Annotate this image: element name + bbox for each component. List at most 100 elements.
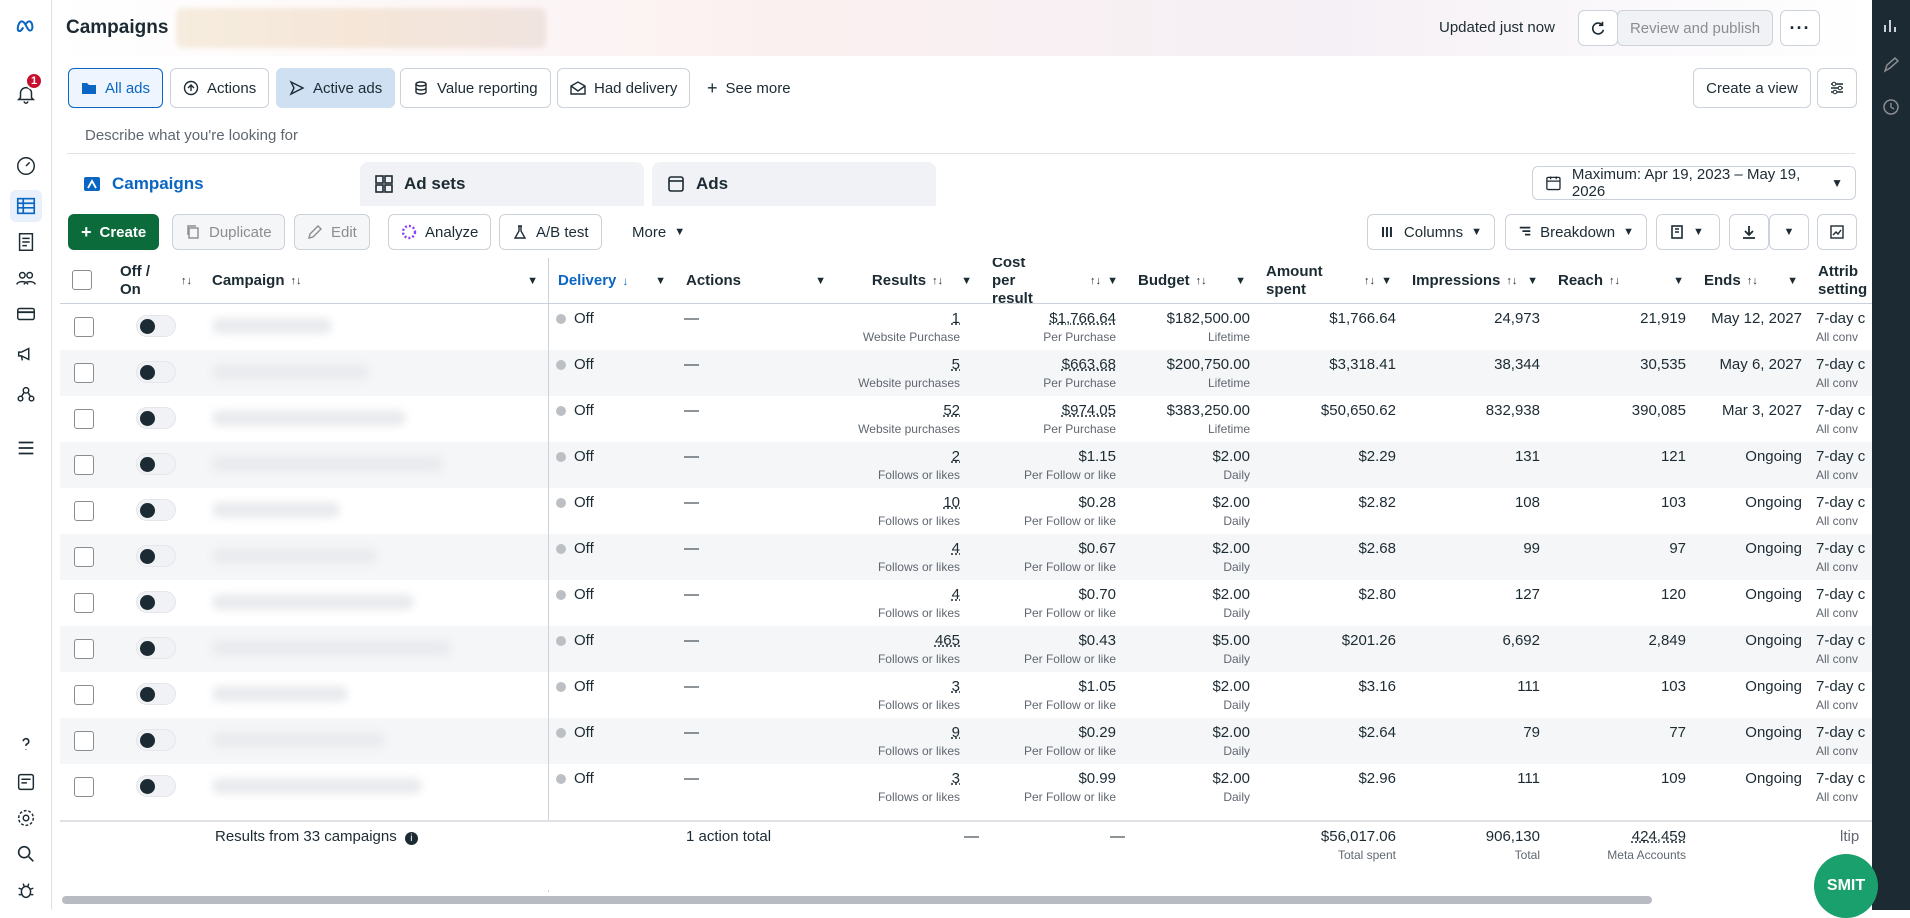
edit-button[interactable]: Edit: [294, 214, 370, 250]
campaign-megaphone-icon[interactable]: [10, 338, 42, 370]
header-select-all[interactable]: [60, 258, 110, 304]
edit-pencil-icon[interactable]: [1882, 56, 1900, 74]
campaign-toggle[interactable]: [136, 361, 176, 383]
header-attribution-setting[interactable]: Attrib setting: [1808, 258, 1872, 304]
campaign-name-redacted[interactable]: [212, 364, 369, 380]
chart-bars-icon[interactable]: [1882, 16, 1900, 34]
all-tools-menu-icon[interactable]: [10, 432, 42, 464]
header-cost-per-result[interactable]: Cost per result ↑↓ ▼: [982, 258, 1128, 307]
tab-campaigns[interactable]: Campaigns: [68, 162, 352, 206]
review-and-publish-button[interactable]: Review and publish: [1617, 10, 1773, 46]
row-checkbox[interactable]: [74, 777, 94, 797]
table-row[interactable]: Off — 10 Follows or likes $0.28 Per Follow or…: [60, 488, 1872, 534]
header-delivery[interactable]: Delivery ↓ ▼: [548, 258, 676, 304]
dashboard-gauge-icon[interactable]: [10, 150, 42, 182]
row-checkbox[interactable]: [74, 731, 94, 751]
table-row[interactable]: Off — 5 Website purchases $663.68 Per Purchas…: [60, 350, 1872, 396]
table-row[interactable]: Off — 1 Website Purchase $1,766.64 Per Purcha…: [60, 304, 1872, 350]
header-actions[interactable]: Actions ▼: [676, 258, 836, 304]
news-feed-icon[interactable]: [10, 766, 42, 798]
row-checkbox[interactable]: [74, 639, 94, 659]
search-input[interactable]: Describe what you're looking for: [67, 118, 1855, 154]
campaign-toggle[interactable]: [136, 407, 176, 429]
campaign-name-redacted[interactable]: [212, 732, 385, 748]
horizontal-scrollbar[interactable]: [62, 896, 1652, 904]
table-row[interactable]: Off — 2 Follows or likes $1.15 Per Follow or …: [60, 442, 1872, 488]
audiences-people-icon[interactable]: [10, 262, 42, 294]
view-value-reporting[interactable]: Value reporting: [400, 68, 551, 108]
campaign-name-redacted[interactable]: [212, 502, 340, 518]
campaign-name-redacted[interactable]: [212, 594, 414, 610]
campaign-name-redacted[interactable]: [212, 640, 451, 656]
duplicate-button[interactable]: Duplicate: [172, 214, 285, 250]
campaign-name-redacted[interactable]: [212, 778, 422, 794]
more-actions-button[interactable]: More ▼: [632, 223, 686, 241]
breakdown-button[interactable]: Breakdown ▼: [1505, 214, 1647, 250]
reports-button[interactable]: ▼: [1656, 214, 1720, 250]
create-a-view-button[interactable]: Create a view: [1693, 68, 1811, 108]
row-checkbox[interactable]: [74, 455, 94, 475]
date-range-picker[interactable]: Maximum: Apr 19, 2023 – May 19, 2026 ▼: [1532, 166, 1856, 200]
more-options-button[interactable]: ···: [1780, 10, 1820, 46]
campaign-toggle[interactable]: [136, 775, 176, 797]
ads-manager-table-icon[interactable]: [10, 190, 42, 222]
header-amount-spent[interactable]: Amount spent ↑↓ ▼: [1256, 258, 1402, 304]
refresh-button[interactable]: [1578, 10, 1618, 46]
help-question-icon[interactable]: [10, 728, 42, 760]
campaign-toggle[interactable]: [136, 683, 176, 705]
see-more-views[interactable]: + See more: [707, 77, 791, 98]
search-magnifier-icon[interactable]: [10, 838, 42, 870]
meta-logo-icon[interactable]: [10, 10, 42, 42]
campaign-toggle[interactable]: [136, 729, 176, 751]
table-row[interactable]: Off — 3 Follows or likes $0.99 Per Follow or …: [60, 764, 1872, 810]
row-checkbox[interactable]: [74, 409, 94, 429]
campaign-toggle[interactable]: [136, 545, 176, 567]
table-row[interactable]: Off — 3 Follows or likes $1.05 Per Follow or …: [60, 672, 1872, 718]
view-all-ads[interactable]: All ads: [68, 68, 164, 108]
report-bug-icon[interactable]: [10, 874, 42, 906]
history-clock-icon[interactable]: [1882, 98, 1900, 116]
create-button[interactable]: + Create: [68, 214, 160, 250]
row-checkbox[interactable]: [74, 593, 94, 613]
table-row[interactable]: Off — 465 Follows or likes $0.43 Per Follow o…: [60, 626, 1872, 672]
view-had-delivery[interactable]: Had delivery: [557, 68, 691, 108]
export-button[interactable]: [1729, 214, 1769, 250]
header-ends[interactable]: Ends ↑↓ ▼: [1694, 258, 1808, 304]
reports-document-icon[interactable]: [10, 226, 42, 258]
view-active-ads[interactable]: Active ads: [276, 68, 396, 108]
business-network-icon[interactable]: [10, 378, 42, 410]
account-selector[interactable]: [176, 8, 546, 48]
row-checkbox[interactable]: [74, 363, 94, 383]
campaign-name-redacted[interactable]: [212, 456, 443, 472]
table-row[interactable]: Off — 4 Follows or likes $0.67 Per Follow or …: [60, 534, 1872, 580]
tab-ad-sets[interactable]: Ad sets: [360, 162, 644, 206]
view-actions[interactable]: Actions: [170, 68, 270, 108]
campaign-toggle[interactable]: [136, 453, 176, 475]
campaign-toggle[interactable]: [136, 637, 176, 659]
campaign-toggle[interactable]: [136, 591, 176, 613]
header-budget[interactable]: Budget ↑↓ ▼: [1128, 258, 1256, 304]
view-settings-button[interactable]: [1817, 68, 1857, 108]
ab-test-button[interactable]: A/B test: [499, 214, 602, 250]
campaign-name-redacted[interactable]: [212, 548, 377, 564]
row-checkbox[interactable]: [74, 501, 94, 521]
campaign-toggle[interactable]: [136, 499, 176, 521]
header-reach[interactable]: Reach ↑↓ ▼: [1548, 258, 1694, 304]
header-results[interactable]: Results ↑↓ ▼: [836, 258, 982, 304]
billing-card-icon[interactable]: [10, 298, 42, 330]
tab-ads[interactable]: Ads: [652, 162, 936, 206]
header-impressions[interactable]: Impressions ↑↓ ▼: [1402, 258, 1548, 304]
row-checkbox[interactable]: [74, 547, 94, 567]
smit-assistant-widget[interactable]: SMIT: [1814, 854, 1878, 918]
campaign-name-redacted[interactable]: [212, 686, 348, 702]
settings-gear-icon[interactable]: [10, 802, 42, 834]
export-menu-button[interactable]: ▼: [1769, 214, 1809, 250]
columns-button[interactable]: Columns ▼: [1367, 214, 1495, 250]
table-row[interactable]: Off — 9 Follows or likes $0.29 Per Follow or …: [60, 718, 1872, 764]
header-campaign[interactable]: Campaign ↑↓ ▼: [202, 258, 548, 304]
header-off-on[interactable]: Off / On ↑↓: [110, 258, 202, 304]
row-checkbox[interactable]: [74, 317, 94, 337]
row-checkbox[interactable]: [74, 685, 94, 705]
campaign-name-redacted[interactable]: [212, 318, 332, 334]
table-row[interactable]: Off — 4 Follows or likes $0.70 Per Follow or …: [60, 580, 1872, 626]
